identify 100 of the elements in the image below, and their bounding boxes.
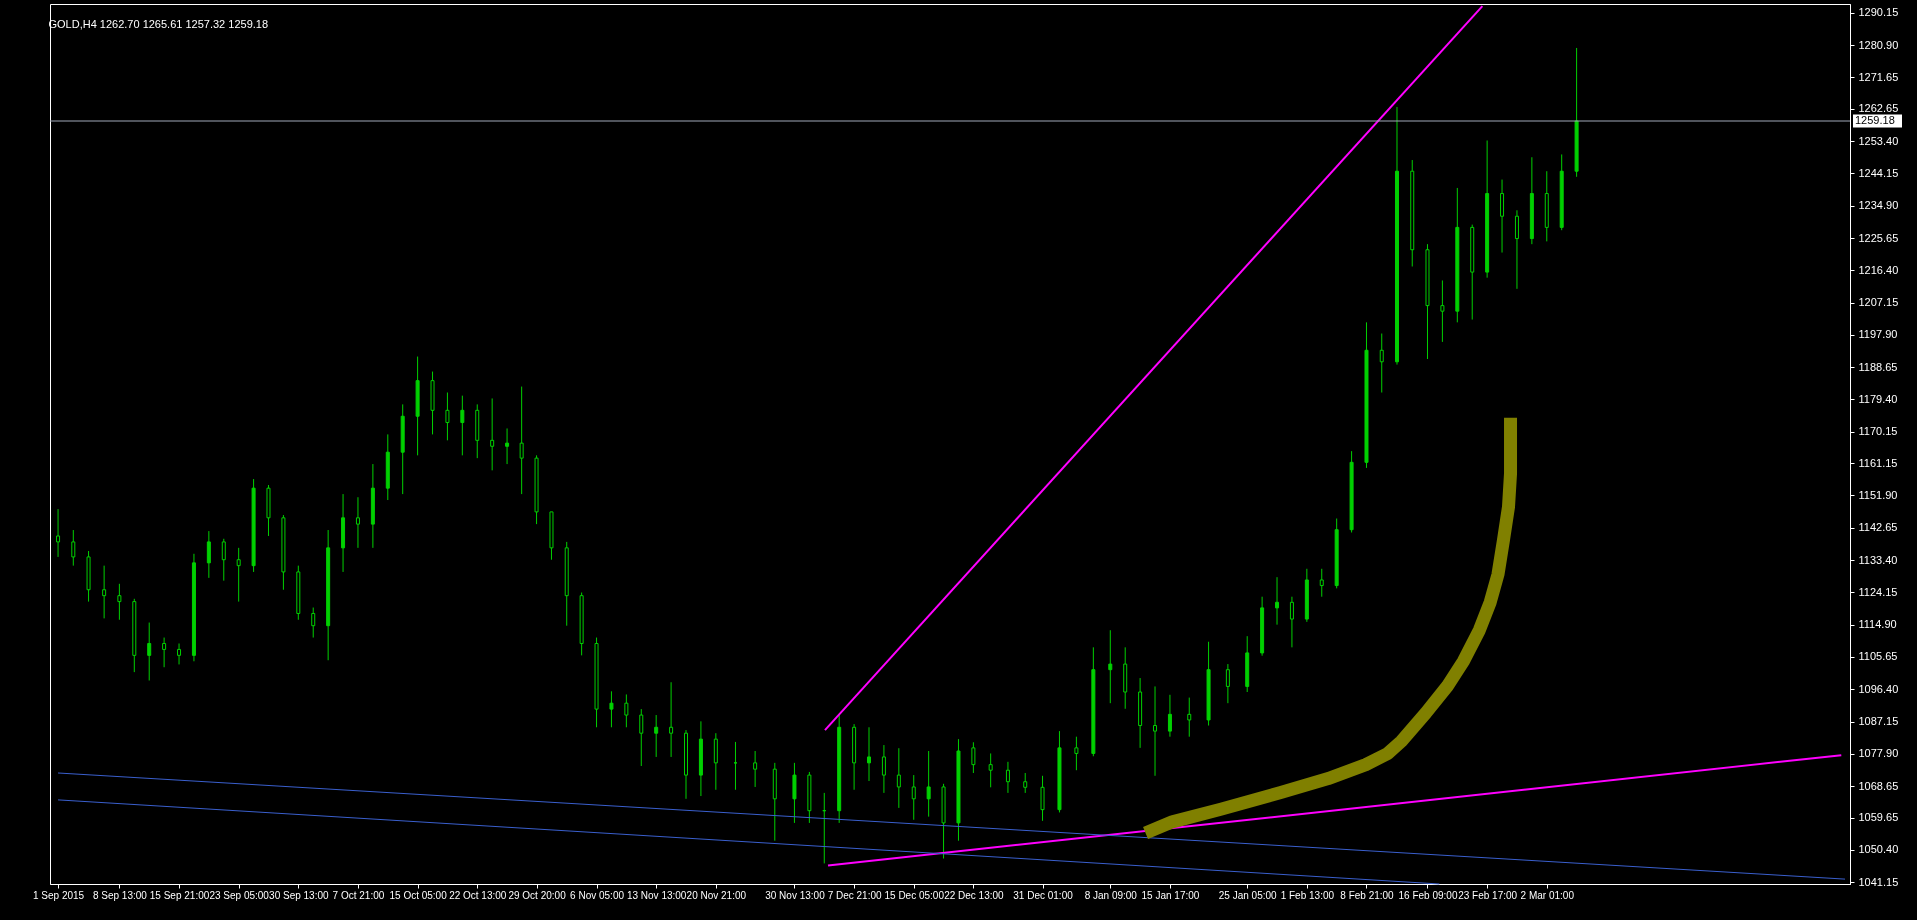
- candlestick: [911, 774, 916, 821]
- y-tick-label: 1170.15: [1858, 425, 1898, 438]
- candlestick: [1379, 333, 1384, 394]
- x-tick-label: 29 Oct 20:00: [508, 889, 567, 901]
- y-tick-label: 1207.15: [1858, 296, 1899, 309]
- y-tick-label: 1059.65: [1858, 811, 1899, 823]
- candlestick: [460, 395, 465, 456]
- y-tick-label: 1041.15: [1858, 875, 1899, 888]
- candlestick: [1225, 663, 1230, 704]
- x-tick-label: 13 Nov 13:00: [626, 889, 687, 901]
- candlestick: [624, 693, 629, 728]
- y-tick-label: 1142.65: [1858, 521, 1898, 534]
- y-tick-label: 1244.15: [1858, 166, 1899, 179]
- x-tick-label: 30 Sep 13:00: [269, 889, 330, 901]
- candlestick: [445, 392, 450, 441]
- y-tick-label: 1280.90: [1858, 38, 1899, 51]
- candlestick: [505, 427, 510, 465]
- candlestick: [733, 741, 738, 791]
- x-tick-label: 6 Nov 05:00: [570, 889, 625, 901]
- candlestick: [1074, 736, 1079, 771]
- x-tick-label: 23 Sep 05:00: [209, 889, 270, 901]
- y-tick-label: 1271.65: [1858, 70, 1899, 83]
- x-tick-label: 23 Feb 17:00: [1458, 889, 1518, 901]
- candlestick: [1108, 629, 1113, 704]
- candlestick: [971, 741, 976, 774]
- candlestick: [1040, 775, 1045, 822]
- y-tick-label: 1068.65: [1858, 779, 1899, 792]
- candlestick: [988, 752, 993, 788]
- y-tick-label: 1105.65: [1858, 650, 1898, 663]
- candlestick: [926, 750, 931, 818]
- candlestick: [792, 762, 797, 824]
- candlestick: [1005, 761, 1010, 794]
- candlestick: [1167, 694, 1172, 738]
- y-tick-label: 1133.40: [1858, 553, 1898, 566]
- y-tick-label: 1225.65: [1858, 231, 1899, 244]
- ref-line-label: 1259.18: [1855, 114, 1895, 127]
- candlestick: [1153, 685, 1158, 777]
- y-tick-label: 1290.15: [1858, 6, 1899, 19]
- x-tick-label: 15 Jan 17:00: [1141, 889, 1200, 901]
- candlestick: [236, 547, 241, 603]
- y-tick-label: 1124.15: [1858, 585, 1898, 598]
- candlestick: [1289, 596, 1294, 648]
- x-tick-label: 22 Oct 13:00: [449, 889, 507, 901]
- candlestick: [753, 750, 758, 788]
- candlestick: [117, 583, 122, 621]
- x-tick-label: 20 Nov 21:00: [686, 889, 747, 901]
- candlestick: [221, 538, 226, 582]
- y-tick-label: 1087.15: [1858, 715, 1899, 728]
- candlestick: [1319, 568, 1324, 598]
- y-tick-label: 1161.15: [1858, 456, 1898, 469]
- candlestick: [867, 726, 872, 782]
- candlestick: [639, 708, 644, 767]
- x-tick-label: 2 Mar 01:00: [1520, 889, 1575, 901]
- candlestick: [1514, 209, 1519, 290]
- y-tick-label: 1253.40: [1858, 134, 1899, 147]
- candlestick: [355, 496, 360, 549]
- x-tick-label: 22 Dec 13:00: [944, 889, 1005, 901]
- candlestick: [881, 744, 886, 794]
- y-tick-label: 1262.65: [1858, 102, 1899, 115]
- x-tick-label: 1 Sep 2015: [32, 889, 85, 901]
- candlestick: [490, 397, 495, 471]
- candlestick: [102, 565, 107, 619]
- y-tick-label: 1050.40: [1858, 843, 1899, 856]
- candlestick: [1023, 772, 1028, 794]
- x-tick-label: 16 Feb 09:00: [1398, 889, 1458, 901]
- x-tick-label: 15 Dec 05:00: [884, 889, 945, 901]
- x-tick-label: 31 Dec 01:00: [1013, 889, 1074, 901]
- x-tick-label: 1 Feb 13:00: [1280, 889, 1335, 901]
- candlestick: [669, 681, 674, 758]
- x-tick-label: 7 Dec 21:00: [827, 889, 882, 901]
- x-tick-label: 15 Sep 21:00: [149, 889, 210, 901]
- y-tick-label: 1197.90: [1858, 328, 1898, 341]
- x-tick-label: 8 Jan 09:00: [1084, 889, 1138, 901]
- candlestick: [1275, 576, 1280, 626]
- y-tick-label: 1234.90: [1858, 199, 1899, 212]
- candlestick: [609, 690, 614, 728]
- y-tick-label: 1096.40: [1858, 682, 1899, 695]
- candlestick: [311, 607, 316, 639]
- candlestick: [177, 642, 182, 665]
- x-tick-label: 8 Feb 21:00: [1340, 889, 1395, 901]
- candlestick: [1440, 279, 1445, 343]
- y-tick-label: 1151.90: [1858, 488, 1898, 501]
- candlestick: [654, 714, 659, 758]
- y-tick-label: 1114.90: [1858, 618, 1897, 631]
- x-tick-label: 25 Jan 05:00: [1218, 889, 1278, 901]
- candlestick: [519, 386, 524, 495]
- y-tick-label: 1216.40: [1858, 263, 1899, 276]
- y-tick-label: 1179.40: [1858, 392, 1898, 405]
- y-tick-label: 1188.65: [1858, 360, 1898, 373]
- candlestick: [1500, 179, 1505, 254]
- x-tick-label: 15 Oct 05:00: [389, 889, 448, 901]
- candlestick: [896, 747, 901, 809]
- candlestick: [56, 508, 61, 558]
- candlestick: [71, 529, 76, 567]
- x-tick-label: 8 Sep 13:00: [92, 889, 148, 901]
- candlestick: [147, 622, 152, 681]
- candlestick: [162, 637, 167, 668]
- candlestick: [1187, 697, 1192, 738]
- x-tick-label: 7 Oct 21:00: [332, 889, 385, 901]
- candlestick: [713, 732, 718, 791]
